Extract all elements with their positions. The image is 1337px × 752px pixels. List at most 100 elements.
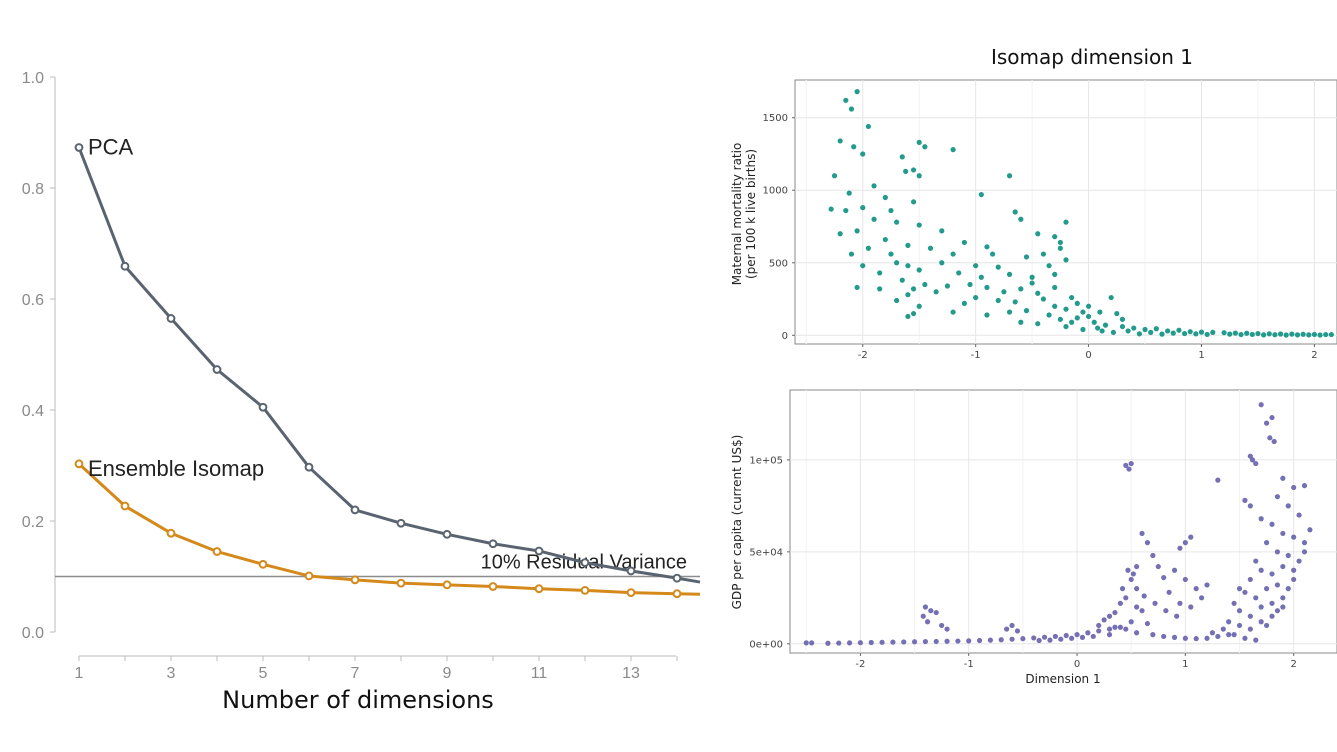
scatter-point bbox=[1274, 494, 1281, 500]
scatter-point bbox=[1263, 420, 1270, 426]
series-point bbox=[212, 547, 222, 556]
scatter-point bbox=[1123, 462, 1129, 469]
scatter-point bbox=[1296, 512, 1302, 518]
scatter-point bbox=[1177, 600, 1183, 606]
scatter-point bbox=[1323, 331, 1329, 338]
scatter-point bbox=[1097, 309, 1103, 315]
scatter-point bbox=[1249, 331, 1255, 338]
scatter-point bbox=[1311, 331, 1318, 338]
scatter-point bbox=[1161, 633, 1167, 640]
scatter-point bbox=[1063, 219, 1069, 225]
scatter-point bbox=[920, 613, 926, 619]
scatter-point bbox=[1119, 586, 1126, 592]
bottom-y-axis-title: GDP per capita (current US$) bbox=[730, 435, 744, 610]
scatter-point bbox=[955, 638, 961, 644]
scatter-point bbox=[1306, 332, 1312, 338]
scatter-point bbox=[1079, 634, 1086, 640]
scatter-point bbox=[1006, 309, 1013, 315]
y-tick-label: 0e+00 bbox=[749, 639, 783, 650]
scatter-point bbox=[1181, 330, 1188, 337]
scatter-point bbox=[1046, 312, 1052, 318]
scatter-point bbox=[877, 270, 883, 276]
bottom-ticks: -2 -1 0 1 2 0e+00 5e+04 1e+05 bbox=[749, 455, 1296, 670]
scatter-point bbox=[1085, 303, 1092, 309]
scatter-point bbox=[1063, 323, 1069, 330]
left-series-group bbox=[74, 143, 701, 599]
scatter-point bbox=[1269, 414, 1275, 421]
scatter-point bbox=[1232, 330, 1238, 336]
series-point bbox=[534, 546, 544, 556]
scatter-point bbox=[871, 216, 877, 222]
scatter-point bbox=[1215, 477, 1221, 483]
scatter-point bbox=[1182, 540, 1188, 546]
scatter-point bbox=[1020, 636, 1026, 642]
scatter-point bbox=[1280, 475, 1286, 481]
scatter-point bbox=[1258, 402, 1264, 408]
scatter-point bbox=[1280, 563, 1286, 570]
y-tick-label: 500 bbox=[769, 258, 788, 269]
scatter-point bbox=[1052, 633, 1058, 640]
series-point bbox=[166, 528, 176, 538]
scatter-point bbox=[1253, 558, 1259, 564]
left-y-tick-label: 0.6 bbox=[22, 292, 44, 309]
left-y-tick-label: 1.0 bbox=[22, 70, 44, 87]
scatter-point bbox=[1128, 576, 1134, 583]
series-point bbox=[580, 558, 590, 568]
scatter-point bbox=[950, 251, 956, 257]
scatter-point bbox=[1139, 530, 1145, 537]
scatter-point bbox=[1159, 331, 1165, 337]
scatter-point bbox=[1253, 595, 1259, 601]
scatter-point bbox=[882, 236, 888, 243]
scatter-point bbox=[1253, 460, 1259, 467]
series-point bbox=[212, 365, 222, 374]
top-y-axis-title-line1: Maternal mortality ratio bbox=[730, 143, 744, 286]
bottom-x-axis-title: Dimension 1 bbox=[1025, 672, 1100, 686]
scatter-point bbox=[1187, 329, 1193, 335]
left-x-tick-label: 7 bbox=[351, 665, 360, 682]
scatter-point bbox=[1171, 567, 1178, 573]
scatter-point bbox=[1199, 595, 1205, 601]
scatter-point bbox=[1131, 325, 1137, 331]
scatter-point bbox=[1099, 328, 1105, 334]
scatter-point bbox=[899, 277, 905, 283]
scatter-point bbox=[1274, 582, 1281, 588]
left-x-tick-label: 9 bbox=[443, 665, 452, 682]
scatter-point bbox=[1018, 286, 1024, 292]
scatter-point bbox=[1014, 628, 1021, 634]
scatter-point bbox=[905, 263, 911, 269]
scatter-point bbox=[1090, 633, 1096, 640]
scatter-point bbox=[1258, 619, 1264, 625]
x-tick-label: 1 bbox=[1182, 659, 1188, 670]
scatter-point bbox=[966, 638, 972, 644]
series-point bbox=[74, 459, 84, 469]
scatter-point bbox=[1193, 586, 1199, 592]
residual-variance-chart: 0.00.20.40.60.81.0 1 3 5 7 9 11 13 10% Residua… bbox=[22, 70, 701, 714]
scatter-point bbox=[1215, 633, 1221, 640]
scatter-point bbox=[905, 292, 911, 298]
scatter-point bbox=[1296, 558, 1302, 564]
scatter-point bbox=[1274, 549, 1281, 555]
scatter-point bbox=[944, 283, 951, 289]
scatter-point bbox=[922, 638, 928, 645]
scatter-point bbox=[1063, 257, 1069, 263]
scatter-point bbox=[843, 97, 849, 103]
x-tick-label: -1 bbox=[971, 350, 981, 361]
scatter-point bbox=[1001, 289, 1007, 295]
scatter-point bbox=[1106, 632, 1113, 638]
scatter-point bbox=[903, 168, 909, 174]
series-point bbox=[580, 585, 590, 595]
scatter-point bbox=[803, 640, 809, 646]
scatter-point bbox=[1328, 331, 1334, 338]
scatter-point bbox=[1128, 619, 1134, 625]
series-point bbox=[258, 559, 268, 569]
scatter-point bbox=[809, 640, 815, 646]
scatter-point bbox=[888, 207, 894, 214]
series-point bbox=[350, 575, 360, 585]
scatter-point bbox=[1177, 545, 1183, 551]
top-y-axis-title-line2: (per 100 k live births) bbox=[744, 149, 758, 279]
scatter-point bbox=[1009, 622, 1015, 629]
scatter-point bbox=[1029, 274, 1035, 280]
scatter-point bbox=[1069, 294, 1075, 301]
scatter-point bbox=[1006, 173, 1013, 179]
scatter-point bbox=[828, 206, 834, 212]
